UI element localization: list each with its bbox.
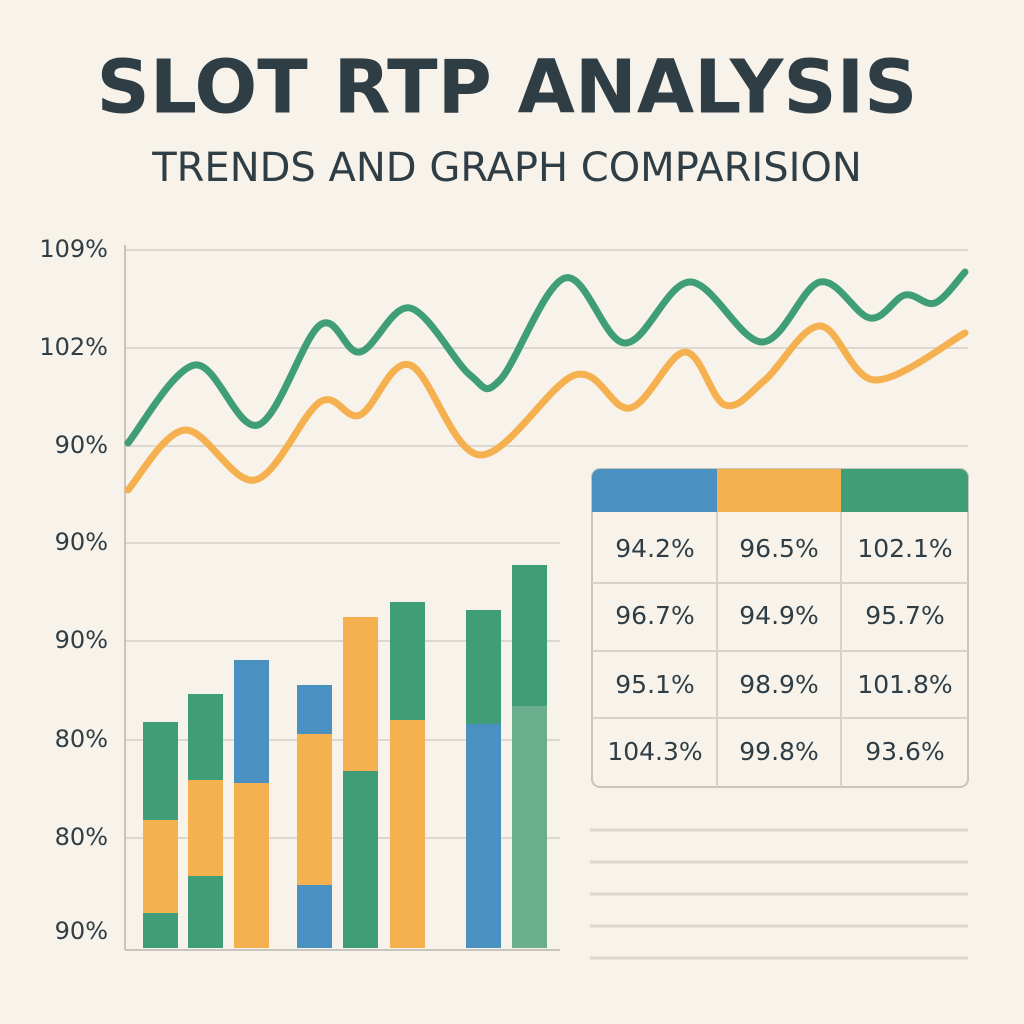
axis-label: 90% <box>55 626 108 654</box>
subtitle: TRENDS AND GRAPH COMPARISION <box>151 145 862 191</box>
axis-labels: 109% 102% 90% 90% 90% 80% 80% 90% <box>39 235 108 945</box>
table-cell: 99.8% <box>739 737 818 766</box>
bar-segment <box>143 913 178 948</box>
bar-segment <box>343 771 378 948</box>
bar-segment <box>188 876 223 948</box>
table-cell: 93.6% <box>865 737 944 766</box>
table-cell: 104.3% <box>607 737 702 766</box>
trend-line <box>124 322 969 494</box>
bar-segment <box>466 610 501 724</box>
table-cell: 94.2% <box>615 534 694 563</box>
table-cells: 94.2% 96.5% 102.1% 96.7% 94.9% 95.7% 95.1% 98.9… <box>607 534 952 766</box>
header-cell <box>841 469 968 512</box>
axis-label: 90% <box>55 528 108 556</box>
table-cell: 95.7% <box>865 601 944 630</box>
axis-label: 102% <box>39 333 108 361</box>
bar-segment <box>188 694 223 780</box>
table-cell: 96.5% <box>739 534 818 563</box>
table-cell: 94.9% <box>739 601 818 630</box>
table-cell: 102.1% <box>857 534 952 563</box>
axis-label: 80% <box>55 725 108 753</box>
bar-segment <box>297 734 332 885</box>
bar-segment <box>466 724 501 948</box>
table-cell: 101.8% <box>857 670 952 699</box>
table-cell: 96.7% <box>615 601 694 630</box>
bar-segment <box>143 820 178 913</box>
axis-label: 90% <box>55 431 108 459</box>
table-cell: 98.9% <box>739 670 818 699</box>
axis-label: 90% <box>55 917 108 945</box>
trend-line <box>124 268 969 447</box>
bar-segment <box>188 780 223 876</box>
axis-label: 80% <box>55 823 108 851</box>
bars <box>143 565 547 948</box>
bar-segment <box>143 722 178 820</box>
bar-segment <box>390 602 425 720</box>
bar-segment <box>297 885 332 948</box>
bar-segment <box>297 685 332 734</box>
bar-segment <box>343 617 378 771</box>
bar-segment <box>390 720 425 948</box>
bar-segment <box>234 783 269 948</box>
table: 94.2% 96.5% 102.1% 96.7% 94.9% 95.7% 95.1% 98.9… <box>591 468 969 788</box>
bar-segment <box>512 706 547 948</box>
axis-label: 109% <box>39 235 108 263</box>
bar-segment <box>512 565 547 706</box>
header-cell <box>592 469 717 512</box>
bar-segment <box>234 660 269 783</box>
title: SLOT RTP ANALYSIS <box>97 45 918 131</box>
header-cell <box>717 469 841 512</box>
table-cell: 95.1% <box>615 670 694 699</box>
